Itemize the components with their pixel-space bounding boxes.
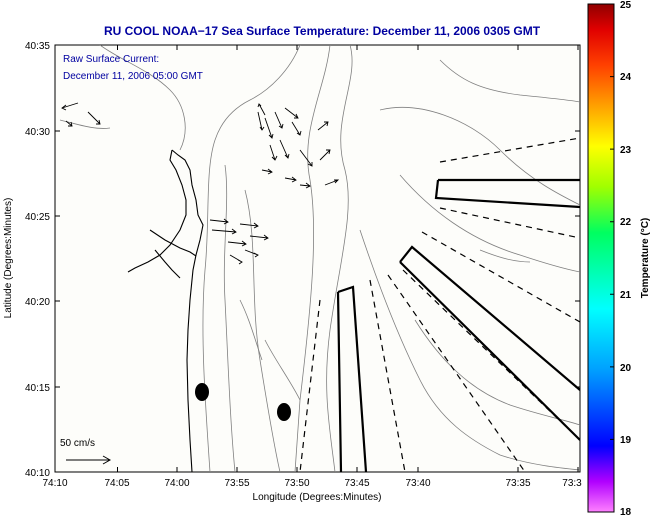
coastline bbox=[127, 149, 204, 472]
colorbar-tick-label: 18 bbox=[620, 507, 632, 518]
colorbar-title: Temperature (°C) bbox=[640, 218, 651, 299]
sector-dashed-lines bbox=[299, 137, 580, 472]
exclusion-zones bbox=[336, 178, 580, 472]
x-tick-label: 73:45 bbox=[344, 478, 369, 489]
current-label-line2: December 11, 2006 05:00 GMT bbox=[63, 71, 203, 82]
x-tick-label: 74:00 bbox=[164, 478, 189, 489]
surface-current-vectors bbox=[61, 102, 340, 265]
current-label-line1: Raw Surface Current: bbox=[63, 54, 159, 65]
colorbar-tick-label: 23 bbox=[620, 145, 632, 156]
colorbar-tick-label: 20 bbox=[620, 363, 632, 374]
x-axis-title: Longitude (Degrees:Minutes) bbox=[253, 492, 382, 503]
map-area bbox=[54, 44, 581, 473]
y-tick-labels: 40:35 40:30 40:25 40:20 40:15 40:10 bbox=[25, 41, 50, 479]
colorbar-tick-labels: 25 24 23 22 21 20 19 18 bbox=[620, 0, 632, 518]
x-tick-label: 74:10 bbox=[42, 478, 67, 489]
y-tick-label: 40:20 bbox=[25, 297, 50, 308]
x-tick-label: 74:05 bbox=[104, 478, 129, 489]
x-tick-labels: 74:10 74:05 74:00 73:55 73:50 73:45 73:4… bbox=[42, 478, 582, 489]
colorbar-ticks bbox=[610, 3, 614, 513]
x-tick-label: 73:50 bbox=[284, 478, 309, 489]
y-axis-title: Latitude (Degrees:Minutes) bbox=[3, 198, 14, 319]
colorbar-tick-label: 25 bbox=[620, 0, 632, 11]
x-tick-label: 73:55 bbox=[224, 478, 249, 489]
colorbar-tick-label: 21 bbox=[620, 290, 632, 301]
axis-ticks bbox=[54, 44, 580, 473]
x-tick-label: 73:35 bbox=[505, 478, 530, 489]
x-tick-label: 73:3 bbox=[562, 478, 582, 489]
y-tick-label: 40:35 bbox=[25, 41, 50, 52]
scale-label: 50 cm/s bbox=[60, 438, 95, 449]
x-tick-label: 73:40 bbox=[405, 478, 430, 489]
y-tick-label: 40:15 bbox=[25, 383, 50, 394]
y-tick-label: 40:10 bbox=[25, 468, 50, 479]
radar-site-marker bbox=[195, 383, 209, 401]
colorbar-tick-label: 24 bbox=[620, 72, 632, 83]
map-layers bbox=[59, 45, 580, 472]
colorbar-tick-label: 19 bbox=[620, 435, 632, 446]
y-tick-label: 40:25 bbox=[25, 212, 50, 223]
radar-site-marker bbox=[277, 403, 291, 421]
bathymetry-contours bbox=[59, 45, 580, 472]
colorbar bbox=[587, 3, 615, 513]
map-title: RU COOL NOAA−17 Sea Surface Temperature:… bbox=[104, 24, 541, 38]
y-tick-label: 40:30 bbox=[25, 127, 50, 138]
scale-arrow bbox=[66, 455, 112, 465]
colorbar-tick-label: 22 bbox=[620, 217, 632, 228]
